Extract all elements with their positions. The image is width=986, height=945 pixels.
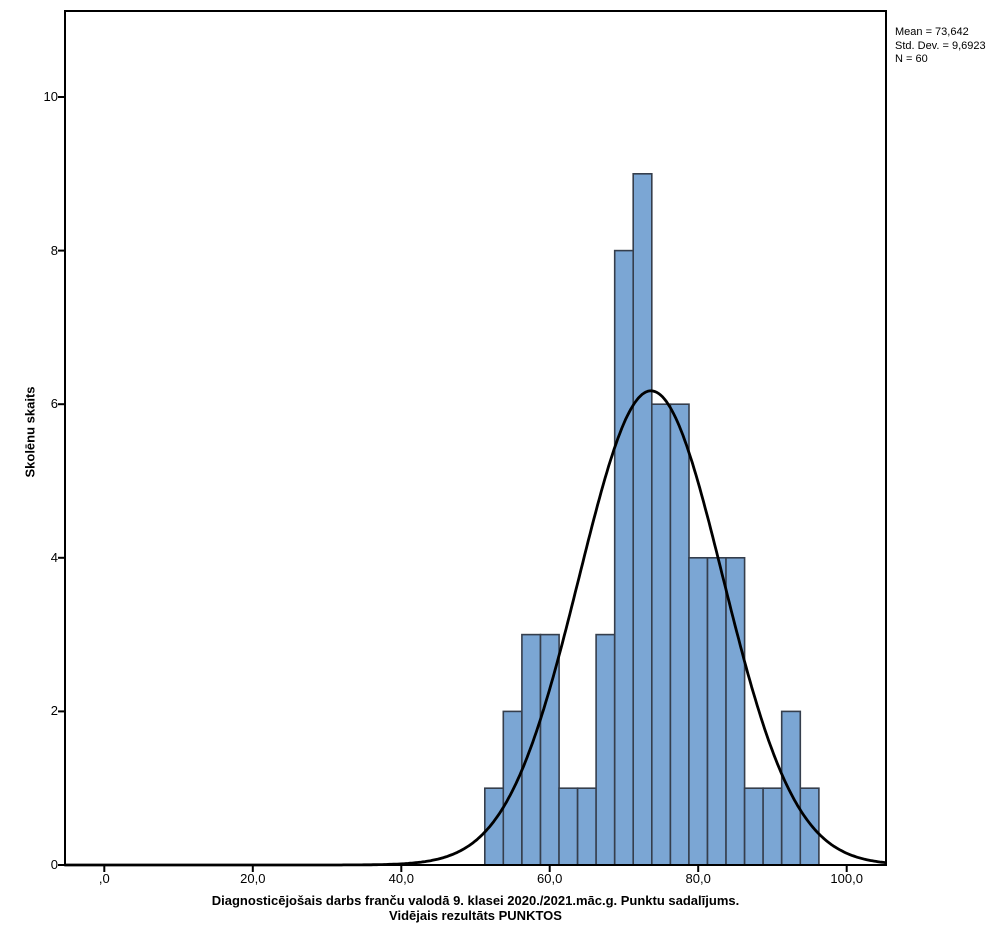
histogram-bar xyxy=(799,787,820,866)
y-tick-label: 4 xyxy=(50,549,58,565)
y-tick-label: 2 xyxy=(50,703,58,719)
histogram-bar xyxy=(780,710,802,866)
histogram-bar xyxy=(576,787,597,866)
x-tick-label: 100,0 xyxy=(830,871,863,886)
histogram-bar xyxy=(483,787,505,866)
histogram-bar xyxy=(613,249,635,866)
y-tick-label: 0 xyxy=(50,857,58,872)
stats-box: Mean = 73,642 Std. Dev. = 9,6923 N = 60 xyxy=(895,26,986,67)
histogram-bar xyxy=(558,787,579,866)
stat-n: N = 60 xyxy=(895,53,928,65)
histogram-bar xyxy=(706,556,727,866)
histogram-bar xyxy=(743,787,764,866)
stat-mean: Mean = 73,642 xyxy=(895,26,969,38)
x-tick-label: ,0 xyxy=(98,871,110,886)
x-tick-label: 60,0 xyxy=(537,871,563,886)
plot-frame xyxy=(64,10,887,866)
y-tick-label: 8 xyxy=(50,242,58,258)
histogram-bar xyxy=(595,633,616,866)
histogram-bar xyxy=(669,403,690,866)
x-axis-title: Diagnosticējošais darbs franču valodā 9.… xyxy=(65,893,886,923)
histogram-bar xyxy=(688,556,709,866)
histogram-bar xyxy=(762,787,783,866)
histogram-bar xyxy=(632,173,653,866)
x-tick-label: 20,0 xyxy=(240,871,266,886)
y-tick-label: 6 xyxy=(50,396,58,412)
x-axis-title-line2: Vidējais rezultāts PUNKTOS xyxy=(389,908,562,923)
x-tick-label: 80,0 xyxy=(685,871,711,886)
stat-std-dev: Std. Dev. = 9,6923 xyxy=(895,39,986,52)
x-axis-title-line1: Diagnosticējošais darbs franču valodā 9.… xyxy=(211,893,740,908)
x-tick-label: 40,0 xyxy=(388,871,414,886)
y-tick-label: 10 xyxy=(43,89,58,104)
histogram-bar xyxy=(650,403,672,866)
